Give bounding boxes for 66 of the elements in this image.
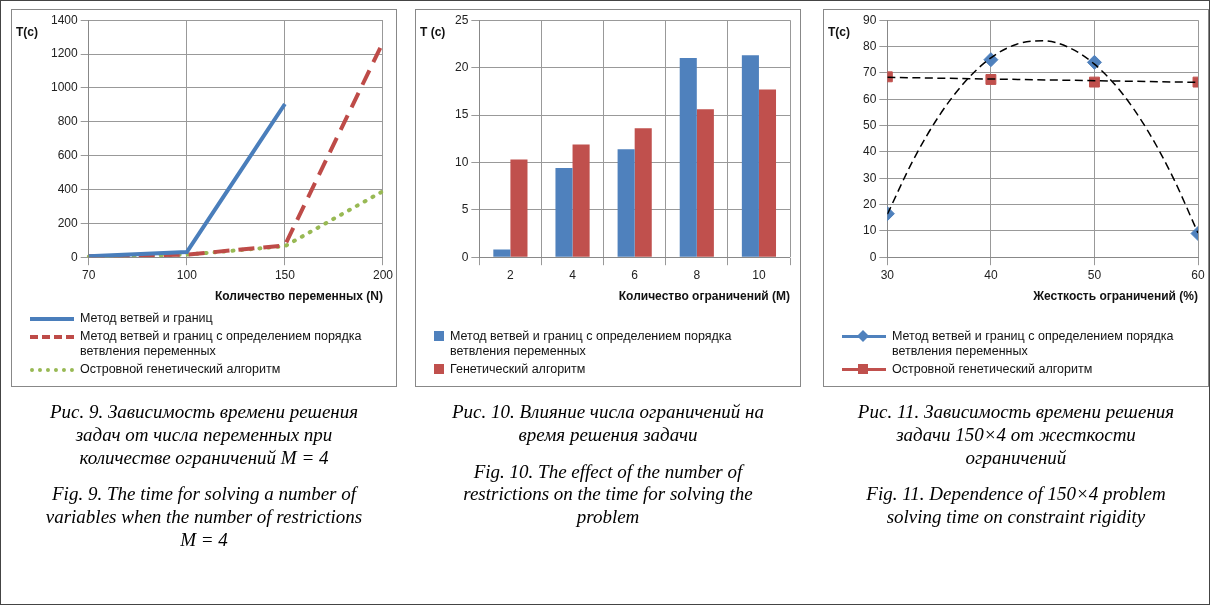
y-tick-label: 50 — [862, 117, 877, 132]
y-tick-label: 10 — [862, 223, 877, 238]
y-tick-label: 1000 — [50, 80, 79, 95]
x-tick-label: 100 — [176, 267, 198, 282]
legend-label: Островной генетический алгоритм — [892, 362, 1094, 377]
bar — [741, 55, 759, 257]
x-tick-label: 2 — [507, 267, 515, 282]
y-axis-title: T(c) — [16, 24, 38, 39]
y-tick-label: 40 — [862, 144, 877, 159]
y-tick-label: 70 — [862, 65, 877, 80]
bar — [510, 159, 528, 257]
bar — [493, 249, 511, 257]
x-tick-label: 30 — [880, 267, 895, 282]
x-axis-title: Количество переменных (N) — [214, 289, 383, 304]
y-tick-label: 5 — [461, 202, 469, 217]
y-tick-label: 90 — [862, 12, 877, 27]
y-tick-label: 400 — [57, 181, 79, 196]
y-tick-label: 0 — [71, 249, 79, 264]
text: Рис. 10. Влияние числа ограничений на время решения задачи — [450, 401, 766, 447]
x-tick-label: 50 — [1087, 267, 1102, 282]
legend-label: Генетический алгоритм — [450, 362, 587, 377]
bar — [555, 168, 573, 257]
x-axis-title: Количество ограничений (M) — [618, 289, 790, 304]
bar — [617, 149, 635, 257]
x-tick-label: 60 — [1191, 267, 1205, 282]
bar — [679, 58, 697, 257]
caption: Fig. 11. Dependence of 150×4 problem solving time on constraint rigidity — [865, 483, 1167, 529]
x-tick-label: 4 — [569, 267, 577, 282]
x-tick-label: 6 — [631, 267, 639, 282]
y-tick-label: 30 — [862, 170, 877, 185]
x-tick-label: 8 — [693, 267, 701, 282]
y-tick-label: 1400 — [50, 12, 79, 27]
text: Рис. 11. Зависимость времени решения задачи 150×4 от жесткости ограничений — [856, 401, 1176, 470]
y-tick-label: 1200 — [50, 46, 79, 61]
y-tick-label: 0 — [461, 249, 469, 264]
y-tick-label: 10 — [454, 154, 469, 169]
x-tick-label: 200 — [372, 267, 394, 282]
x-axis-title: Жесткость ограничений (%) — [1032, 289, 1198, 304]
x-tick-label: 150 — [274, 267, 296, 282]
caption: Fig. 10. The effect of the number of restrictions on the time for solving the problem — [462, 460, 754, 529]
text: Рис. 9. Зависимость времени решения задач от числа переменных при количестве ограничений M = 4 — [48, 401, 360, 470]
y-tick-label: 60 — [862, 91, 877, 106]
y-tick-label: 0 — [869, 249, 877, 264]
y-tick-label: 800 — [57, 114, 79, 129]
bar — [696, 109, 714, 257]
caption: Fig. 9. The time for solving a number of variables when the number of restrictions M = 4 — [44, 483, 364, 552]
y-tick-label: 600 — [57, 147, 79, 162]
y-tick-label: 20 — [862, 196, 877, 211]
y-tick-label: 15 — [454, 107, 469, 122]
bar — [572, 144, 590, 257]
y-axis-title: T(c) — [828, 24, 850, 39]
y-tick-label: 200 — [57, 215, 79, 230]
legend-label: Метод ветвей и границ — [80, 311, 214, 326]
x-tick-label: 70 — [82, 267, 96, 282]
y-tick-label: 20 — [454, 59, 469, 74]
x-tick-label: 40 — [984, 267, 998, 282]
y-axis-title: T (c) — [420, 24, 446, 39]
bar — [634, 128, 652, 257]
x-tick-label: 10 — [752, 267, 766, 282]
y-tick-label: 25 — [454, 12, 469, 27]
legend-label: Метод ветвей и границ с определением порядка ветвления переменных — [450, 329, 733, 359]
legend-label: Метод ветвей и границ с определением порядка ветвления переменных — [892, 329, 1175, 359]
legend-label: Островной генетический алгоритм — [80, 362, 282, 377]
legend-label: Метод ветвей и границ с определением порядка ветвления переменных — [80, 329, 363, 359]
y-tick-label: 80 — [862, 38, 877, 53]
bar — [758, 89, 777, 257]
